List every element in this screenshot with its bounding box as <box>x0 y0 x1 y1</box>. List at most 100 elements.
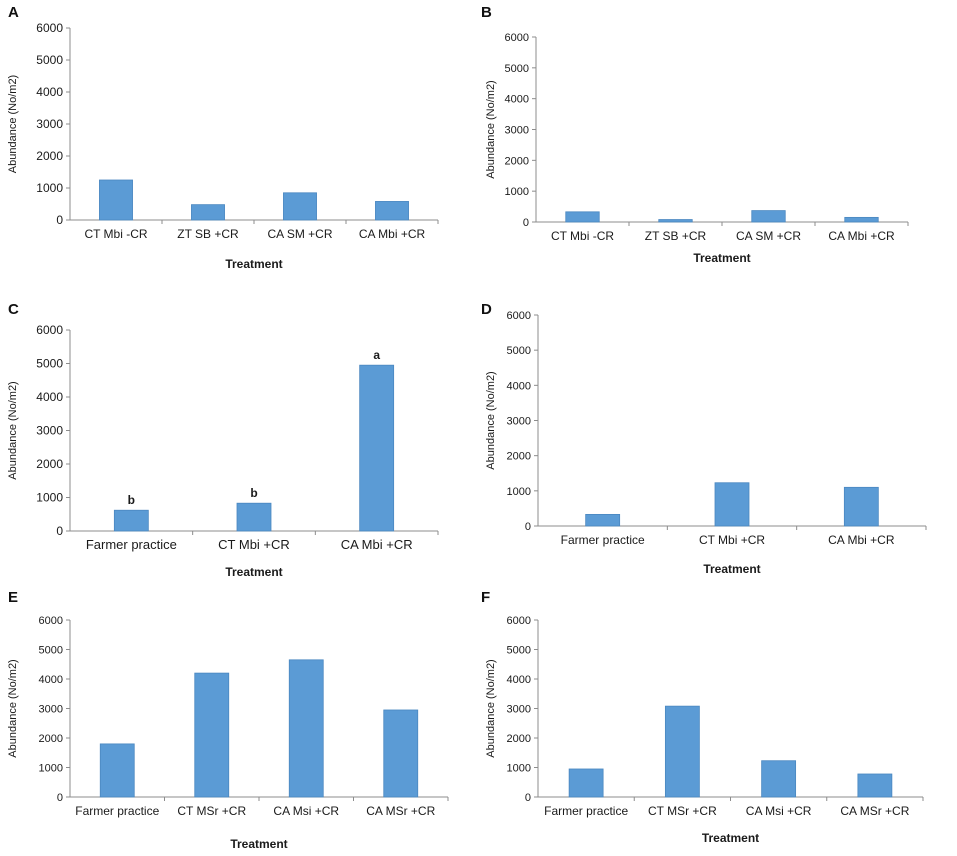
bar-e <box>288 659 324 798</box>
panel-letter-d: D <box>481 301 492 318</box>
x-category-label-b: CA SM +CR <box>736 229 801 243</box>
y-tick-label-c: 3000 <box>36 424 63 438</box>
chart-panel-b: B 0 1000 2000 3000 4000 5000 6000 CT Mbi -CR ZT … <box>478 0 957 290</box>
y-tick-label-a: 2000 <box>36 149 63 163</box>
y-tick-label-c: 0 <box>56 524 63 538</box>
bar-chart-a: 0 1000 2000 3000 4000 5000 6000 CT Mbi -CR ZT SB… <box>7 21 439 271</box>
x-axis-title-e: Treatment <box>230 837 287 851</box>
y-axis-title-d: Abundance (No/m2) <box>485 371 497 469</box>
y-tick-label-b: 5000 <box>505 63 529 75</box>
y-tick-label-f: 5000 <box>507 645 531 657</box>
bar-a <box>99 179 133 221</box>
bar-d <box>585 513 621 527</box>
bar-d <box>714 482 750 527</box>
y-tick-label-f: 0 <box>525 792 531 804</box>
x-category-label-f: CA Msi +CR <box>746 804 812 818</box>
y-tick-label-f: 6000 <box>507 615 531 627</box>
bar-b <box>844 216 879 223</box>
y-axis-title-c: Abundance (No/m2) <box>7 381 19 479</box>
panel-letter-f: F <box>481 589 491 606</box>
panel-letter-a: A <box>8 4 19 21</box>
x-category-label-a: CT Mbi -CR <box>84 227 147 241</box>
bar-e <box>194 672 230 798</box>
x-category-label-f: Farmer practice <box>544 804 628 818</box>
bar-chart-d: 0 1000 2000 3000 4000 5000 6000 Farmer practice… <box>485 310 927 576</box>
y-axis-title-e: Abundance (No/m2) <box>7 659 19 757</box>
chart-panel-c: C 0 1000 2000 3000 4000 5000 6000 Farmer practi… <box>0 297 478 587</box>
bar-e <box>99 743 135 798</box>
y-tick-label-a: 1000 <box>36 181 63 195</box>
y-tick-label-d: 0 <box>525 521 531 533</box>
bar-chart-f: 0 1000 2000 3000 4000 5000 6000 Farmer practice… <box>485 615 924 845</box>
x-category-label-b: CA Mbi +CR <box>828 229 895 243</box>
y-axis-title-b: Abundance (No/m2) <box>485 80 497 178</box>
y-tick-label-e: 3000 <box>39 704 63 716</box>
x-category-label-f: CT MSr +CR <box>648 804 717 818</box>
y-axis-title-f: Abundance (No/m2) <box>485 659 497 757</box>
x-category-label-e: Farmer practice <box>75 804 159 818</box>
chart-panel-e: E 0 1000 2000 3000 4000 5000 6000 Farmer practi… <box>0 585 478 856</box>
y-tick-label-d: 2000 <box>507 451 531 463</box>
y-tick-label-e: 6000 <box>39 615 63 627</box>
bar-b <box>751 210 786 223</box>
chart-panel-d: D 0 1000 2000 3000 4000 5000 6000 Farmer practi… <box>478 297 957 587</box>
x-category-label-d: Farmer practice <box>561 533 645 547</box>
y-tick-label-d: 4000 <box>507 380 531 392</box>
bar-chart-b: 0 1000 2000 3000 4000 5000 6000 CT Mbi -CR ZT SB… <box>485 32 909 265</box>
x-axis-title-c: Treatment <box>225 565 282 579</box>
x-axis-title-f: Treatment <box>702 831 759 845</box>
bar-significance-label-c: b <box>250 486 257 500</box>
bar-f <box>761 760 797 798</box>
y-tick-label-a: 5000 <box>36 53 63 67</box>
x-category-label-c: CA Mbi +CR <box>341 537 413 552</box>
y-tick-label-a: 6000 <box>36 21 63 35</box>
y-tick-label-d: 5000 <box>507 345 531 357</box>
bar-a <box>375 201 409 221</box>
y-tick-label-e: 0 <box>57 792 63 804</box>
bar-f <box>857 773 893 798</box>
y-tick-label-c: 6000 <box>36 323 63 337</box>
chart-panel-a: A 0 1000 2000 3000 4000 5000 6000 CT Mbi -CR ZT … <box>0 0 478 290</box>
y-tick-label-b: 6000 <box>505 32 529 44</box>
bar-c <box>236 502 272 532</box>
bar-a <box>283 192 317 221</box>
y-tick-label-e: 5000 <box>39 645 63 657</box>
y-tick-label-a: 3000 <box>36 117 63 131</box>
x-category-label-d: CT Mbi +CR <box>699 533 765 547</box>
y-tick-label-c: 4000 <box>36 390 63 404</box>
y-tick-label-d: 3000 <box>507 416 531 428</box>
y-tick-label-f: 1000 <box>507 763 531 775</box>
x-category-label-a: ZT SB +CR <box>177 227 239 241</box>
panel-letter-b: B <box>481 4 492 21</box>
x-category-label-c: CT Mbi +CR <box>218 537 290 552</box>
x-category-label-a: CA SM +CR <box>267 227 332 241</box>
bar-b <box>658 219 693 223</box>
y-axis-title-a: Abundance (No/m2) <box>7 75 19 173</box>
bar-c <box>113 509 149 532</box>
bar-f <box>664 705 700 798</box>
y-tick-label-d: 6000 <box>507 310 531 322</box>
bar-chart-c: 0 1000 2000 3000 4000 5000 6000 Farmer practice… <box>7 323 439 579</box>
y-tick-label-b: 4000 <box>505 94 529 106</box>
y-tick-label-b: 0 <box>523 217 529 229</box>
y-tick-label-b: 1000 <box>505 186 529 198</box>
y-tick-label-e: 4000 <box>39 674 63 686</box>
bar-e <box>383 709 419 798</box>
bar-c <box>359 364 395 532</box>
panel-letter-e: E <box>8 589 19 606</box>
y-tick-label-a: 0 <box>56 213 63 227</box>
chart-panel-f: F 0 1000 2000 3000 4000 5000 6000 Farmer practi… <box>478 585 957 856</box>
x-category-label-d: CA Mbi +CR <box>828 533 895 547</box>
bar-chart-e: 0 1000 2000 3000 4000 5000 6000 Farmer practice… <box>7 615 449 851</box>
y-tick-label-e: 2000 <box>39 733 63 745</box>
x-category-label-e: CT MSr +CR <box>177 804 246 818</box>
y-tick-label-f: 4000 <box>507 674 531 686</box>
y-tick-label-c: 2000 <box>36 457 63 471</box>
x-category-label-b: ZT SB +CR <box>645 229 707 243</box>
bar-significance-label-c: a <box>373 348 380 362</box>
y-tick-label-f: 3000 <box>507 704 531 716</box>
y-tick-label-c: 1000 <box>36 491 63 505</box>
x-category-label-f: CA MSr +CR <box>840 804 909 818</box>
x-category-label-c: Farmer practice <box>86 537 177 552</box>
y-tick-label-b: 3000 <box>505 125 529 137</box>
